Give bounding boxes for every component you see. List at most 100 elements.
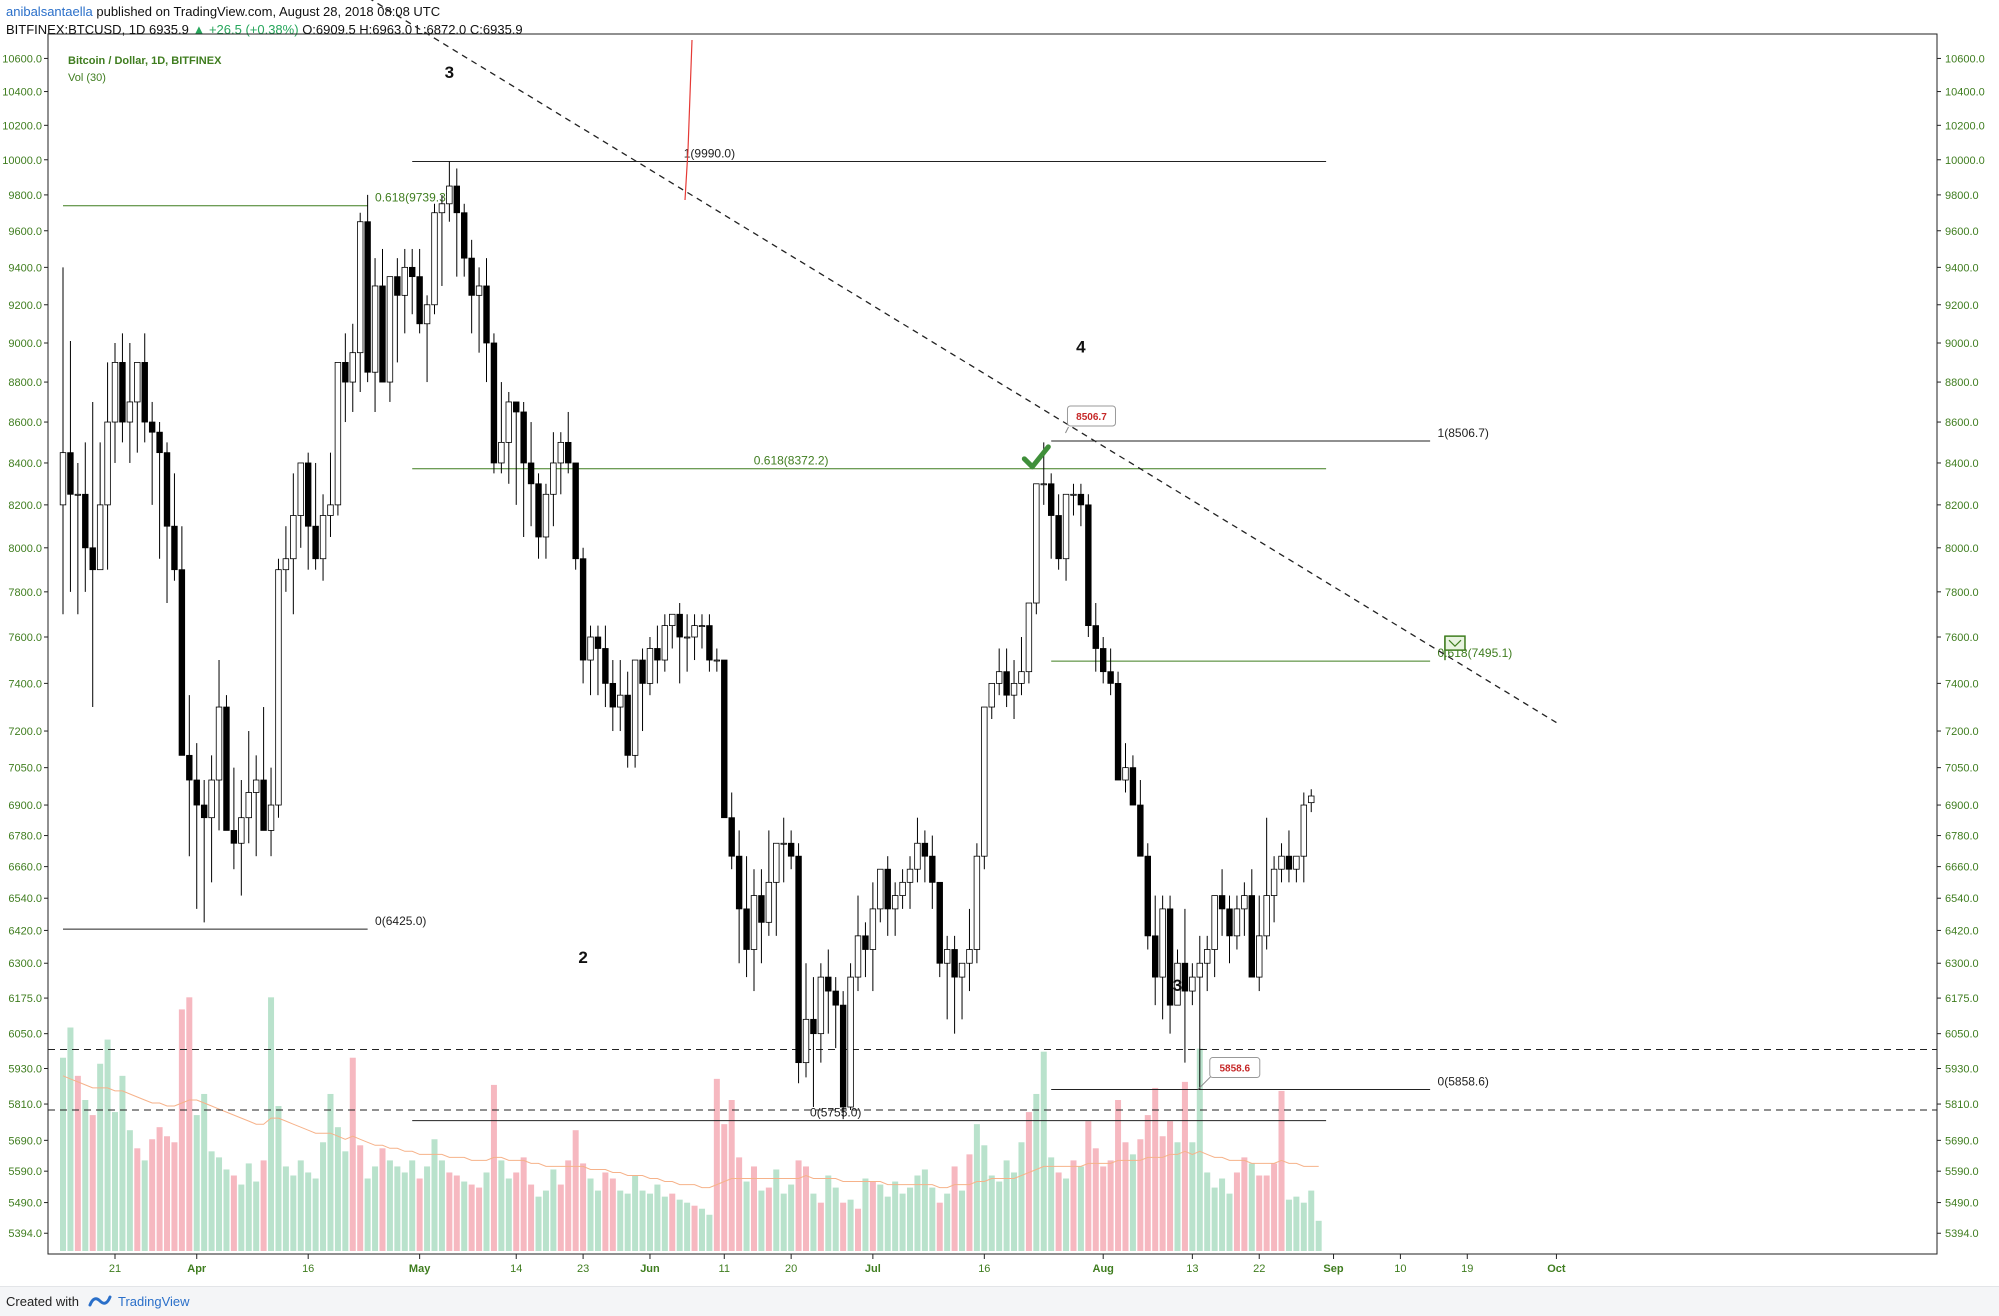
candle-body bbox=[223, 706, 230, 831]
volume-bar bbox=[528, 1184, 535, 1251]
candle-body bbox=[334, 362, 342, 506]
candle-body bbox=[453, 185, 460, 214]
candle-body bbox=[1166, 908, 1174, 1006]
xtick-label: 11 bbox=[719, 1263, 730, 1275]
xtick-label: Apr bbox=[187, 1263, 207, 1275]
ytick-label-left: 7600.0 bbox=[8, 632, 42, 644]
candle-body bbox=[565, 441, 572, 464]
volume-bar bbox=[788, 1184, 795, 1251]
volume-bar bbox=[275, 1106, 282, 1251]
candle-body bbox=[691, 625, 698, 638]
candle-body bbox=[795, 855, 802, 1064]
candle-body bbox=[200, 804, 208, 819]
candle-body bbox=[327, 504, 334, 516]
ytick-label-right: 9800.0 bbox=[1945, 190, 1979, 202]
candle-body bbox=[431, 212, 438, 306]
volume-bar bbox=[253, 1181, 260, 1251]
xtick-label: 10 bbox=[1394, 1263, 1406, 1275]
candle-body bbox=[1114, 682, 1122, 781]
candle-body bbox=[505, 401, 512, 443]
volume-bar bbox=[104, 1039, 111, 1251]
ytick-label-right: 7200.0 bbox=[1945, 726, 1979, 738]
volume-bar bbox=[67, 1027, 74, 1251]
candle-body bbox=[981, 706, 988, 857]
candle-body bbox=[780, 842, 787, 845]
candle-body bbox=[468, 257, 475, 296]
candle-body bbox=[96, 504, 104, 571]
candle-body bbox=[973, 855, 981, 950]
volume-bar bbox=[409, 1160, 416, 1251]
volume-bar bbox=[1055, 1172, 1062, 1251]
tradingview-logo-icon bbox=[88, 1295, 112, 1307]
volume-bar bbox=[855, 1208, 862, 1251]
volume-bar bbox=[97, 1063, 104, 1251]
volume-bar bbox=[112, 1112, 119, 1251]
candle-body bbox=[461, 212, 468, 259]
callout-pointer bbox=[1197, 1075, 1213, 1090]
ytick-label-right: 5690.0 bbox=[1945, 1135, 1979, 1147]
volume-bar bbox=[89, 1115, 96, 1251]
candle-body bbox=[713, 659, 721, 662]
candle-body bbox=[877, 868, 884, 910]
volume-bar bbox=[416, 1178, 423, 1251]
volume-bar bbox=[646, 1193, 653, 1251]
volume-bar bbox=[386, 1160, 393, 1251]
volume-bar bbox=[1189, 1142, 1196, 1251]
ytick-label-left: 6660.0 bbox=[8, 862, 42, 874]
candle-body bbox=[1204, 949, 1211, 964]
candle-body bbox=[111, 362, 119, 423]
ytick-label-left: 8200.0 bbox=[8, 500, 42, 512]
volume-bar bbox=[632, 1175, 639, 1251]
candle-body bbox=[1070, 493, 1077, 496]
volume-bar bbox=[260, 1160, 267, 1251]
volume-bar bbox=[193, 1115, 200, 1251]
candle-body bbox=[148, 421, 156, 433]
volume-bar bbox=[1285, 1199, 1292, 1251]
candle-body bbox=[423, 304, 431, 325]
volume-pane bbox=[60, 997, 1322, 1251]
candle-body bbox=[594, 636, 602, 649]
wave-label: 4 bbox=[1076, 338, 1086, 357]
ytick-label-left: 7400.0 bbox=[8, 678, 42, 690]
volume-bar bbox=[290, 1175, 297, 1251]
candle-body bbox=[706, 625, 713, 661]
volume-bar bbox=[639, 1190, 646, 1251]
candle-body bbox=[743, 908, 750, 950]
candle-body bbox=[1196, 962, 1203, 978]
candle-body bbox=[787, 842, 795, 857]
volume-bar bbox=[1129, 1154, 1136, 1251]
ytick-label-left: 10000.0 bbox=[2, 155, 42, 167]
volume-bar bbox=[669, 1193, 676, 1251]
volume-bar bbox=[1092, 1148, 1099, 1251]
ytick-label-right: 5490.0 bbox=[1945, 1198, 1979, 1210]
chart-title: Bitcoin / Dollar, 1D, BITFINEX bbox=[68, 55, 222, 67]
annotations: 3 4 2 3 8506.7 5858.6 bbox=[445, 63, 1466, 1090]
tradingview-brand-link[interactable]: TradingView bbox=[118, 1294, 190, 1309]
candle-body bbox=[572, 462, 579, 560]
fib-label: 0(6425.0) bbox=[375, 914, 426, 928]
volume-bar bbox=[320, 1142, 327, 1251]
candle-body bbox=[661, 625, 669, 661]
candle-body bbox=[267, 804, 275, 831]
checkmark-icon bbox=[1021, 444, 1051, 470]
candle-body bbox=[304, 462, 312, 527]
volume-bar bbox=[907, 1187, 914, 1251]
candle-body bbox=[1270, 868, 1278, 896]
candle-body bbox=[646, 648, 654, 684]
xtick-label: Sep bbox=[1323, 1263, 1343, 1275]
candle-body bbox=[1226, 908, 1233, 937]
volume-bar bbox=[1077, 1166, 1084, 1251]
volume-bar bbox=[1018, 1142, 1025, 1251]
candle-body bbox=[669, 613, 676, 627]
ytick-label-right: 8600.0 bbox=[1945, 417, 1979, 429]
volume-bar bbox=[141, 1160, 148, 1251]
candle-body bbox=[958, 962, 966, 978]
ytick-label-left: 10200.0 bbox=[2, 120, 42, 132]
xtick-label: 22 bbox=[1253, 1263, 1265, 1275]
volume-bar bbox=[691, 1205, 698, 1251]
ytick-label-left: 5394.0 bbox=[8, 1228, 42, 1240]
author-link[interactable]: anibalsantaella bbox=[6, 4, 93, 19]
volume-bar bbox=[1226, 1193, 1233, 1251]
